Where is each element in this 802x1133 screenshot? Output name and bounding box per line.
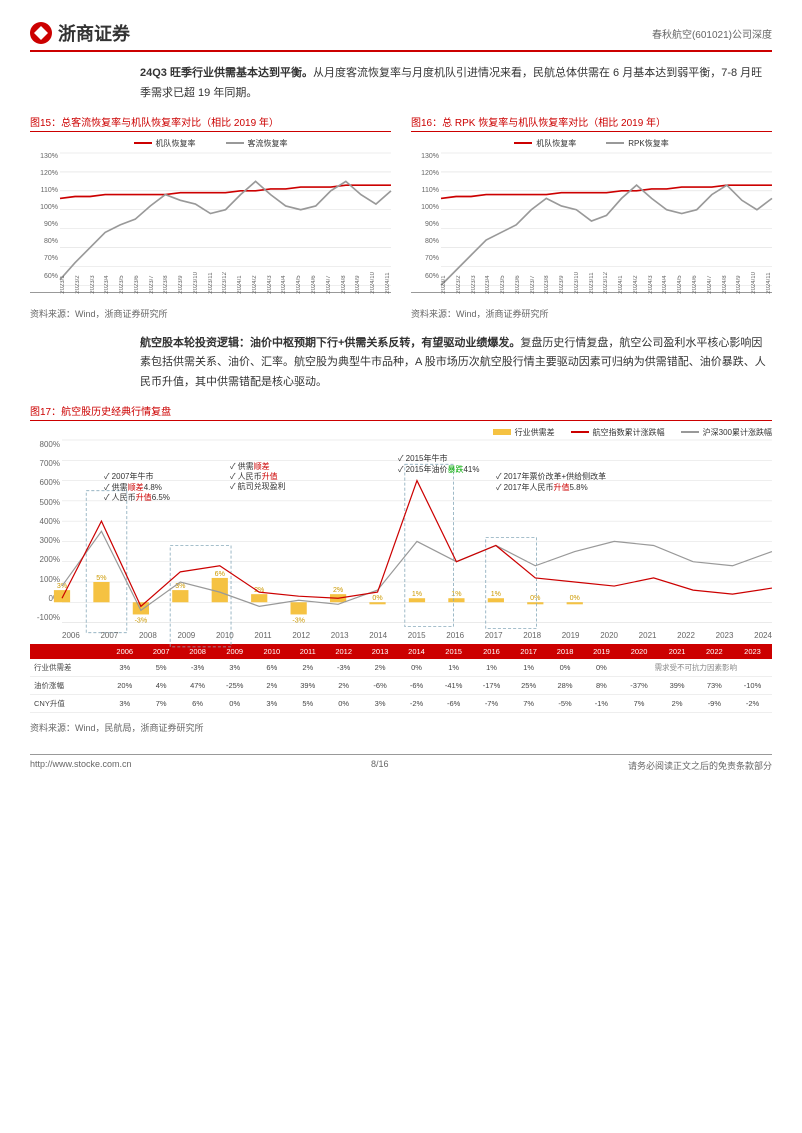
doc-reference: 春秋航空(601021)公司深度 [652, 26, 772, 41]
swatch [134, 142, 152, 144]
svg-text:0%: 0% [372, 594, 383, 602]
svg-text:0%: 0% [530, 594, 541, 602]
chart16-xaxis: 2023/12023/22023/32023/42023/52023/62023… [441, 272, 772, 294]
footer-url: http://www.stocke.com.cn [30, 759, 132, 772]
footer-page: 8/16 [371, 759, 389, 772]
svg-text:2%: 2% [333, 586, 344, 594]
chart16-source: 资料来源：Wind，浙商证券研究所 [411, 307, 772, 320]
swatch [606, 142, 624, 144]
para2-bold: 航空股本轮投资逻辑：油价中枢预期下行+供需关系反转，有望驱动业绩爆发。 [140, 337, 520, 349]
chart16: 图16：总 RPK 恢复率与机队恢复率对比（相比 2019 年） 机队恢复率 R… [411, 114, 772, 320]
page-header: 浙商证券 春秋航空(601021)公司深度 [30, 20, 772, 52]
swatch [493, 429, 511, 435]
chart17-legend-2: 沪深300累计涨跌幅 [681, 427, 772, 438]
chart17-legend-0: 行业供需差 [493, 427, 555, 438]
chart15-legend-1: 客流恢复率 [226, 138, 288, 149]
footer-disclaimer: 请务必阅读正文之后的免责条款部分 [628, 759, 772, 772]
chart17-source: 资料来源：Wind，民航局，浙商证券研究所 [30, 721, 772, 734]
chart16-plot [441, 153, 772, 285]
chart15-plot [60, 153, 391, 285]
chart16-legend-0: 机队恢复率 [514, 138, 576, 149]
company-name: 浙商证券 [58, 20, 130, 46]
paragraph-2: 航空股本轮投资逻辑：油价中枢预期下行+供需关系反转，有望驱动业绩爆发。复盘历史行… [140, 334, 772, 393]
chart15-title: 图15：总客流恢复率与机队恢复率对比（相比 2019 年） [30, 114, 391, 132]
svg-text:1%: 1% [451, 590, 462, 598]
swatch [571, 431, 589, 433]
chart15: 图15：总客流恢复率与机队恢复率对比（相比 2019 年） 机队恢复率 客流恢复… [30, 114, 391, 320]
chart16-legend-1: RPK恢复率 [606, 138, 668, 149]
chart17-box: 800%700%600%500%400%300%200%100%0%-100% … [30, 440, 772, 640]
page-footer: http://www.stocke.com.cn 8/16 请务必阅读正文之后的… [30, 754, 772, 772]
table-header-row: 2006200720082009201020112012201320142015… [30, 644, 772, 659]
chart15-source: 资料来源：Wind，浙商证券研究所 [30, 307, 391, 320]
table-body: 行业供需差3%5%-3%3%6%2%-3%2%0%1%1%1%0%0%需求受不可… [30, 659, 772, 713]
chart17-title: 图17：航空股历史经典行情复盘 [30, 403, 772, 421]
chart15-yaxis: 130%120%110%100%90%80%70%60% [30, 153, 58, 280]
chart15-box: 130%120%110%100%90%80%70%60% 2023/12023/… [30, 153, 391, 293]
svg-text:0%: 0% [570, 594, 581, 602]
chart16-legend: 机队恢复率 RPK恢复率 [411, 138, 772, 149]
svg-text:1%: 1% [491, 590, 502, 598]
para1-bold: 24Q3 旺季行业供需基本达到平衡。 [140, 67, 313, 79]
swatch [681, 431, 699, 433]
chart16-yaxis: 130%120%110%100%90%80%70%60% [411, 153, 439, 280]
chart17-legend-1: 航空指数累计涨跌幅 [571, 427, 665, 438]
svg-text:-3%: -3% [135, 617, 148, 625]
svg-text:1%: 1% [412, 590, 423, 598]
charts-row-15-16: 图15：总客流恢复率与机队恢复率对比（相比 2019 年） 机队恢复率 客流恢复… [30, 114, 772, 320]
paragraph-1: 24Q3 旺季行业供需基本达到平衡。从月度客流恢复率与月度机队引进情况来看，民航… [140, 64, 772, 104]
chart15-xaxis: 2023/12023/22023/32023/42023/52023/62023… [60, 272, 391, 294]
chart17-xaxis: 2006200720082009201020112012201320142015… [62, 631, 772, 640]
logo-icon [30, 22, 52, 44]
svg-text:6%: 6% [215, 570, 226, 578]
swatch [514, 142, 532, 144]
chart17-table: 2006200720082009201020112012201320142015… [30, 644, 772, 713]
chart17-legend: 行业供需差 航空指数累计涨跌幅 沪深300累计涨跌幅 [30, 427, 772, 438]
svg-text:5%: 5% [96, 574, 107, 582]
svg-text:-3%: -3% [292, 617, 305, 625]
logo: 浙商证券 [30, 20, 130, 46]
chart16-title: 图16：总 RPK 恢复率与机队恢复率对比（相比 2019 年） [411, 114, 772, 132]
chart15-legend: 机队恢复率 客流恢复率 [30, 138, 391, 149]
swatch [226, 142, 244, 144]
chart16-box: 130%120%110%100%90%80%70%60% 2023/12023/… [411, 153, 772, 293]
chart15-legend-0: 机队恢复率 [134, 138, 196, 149]
